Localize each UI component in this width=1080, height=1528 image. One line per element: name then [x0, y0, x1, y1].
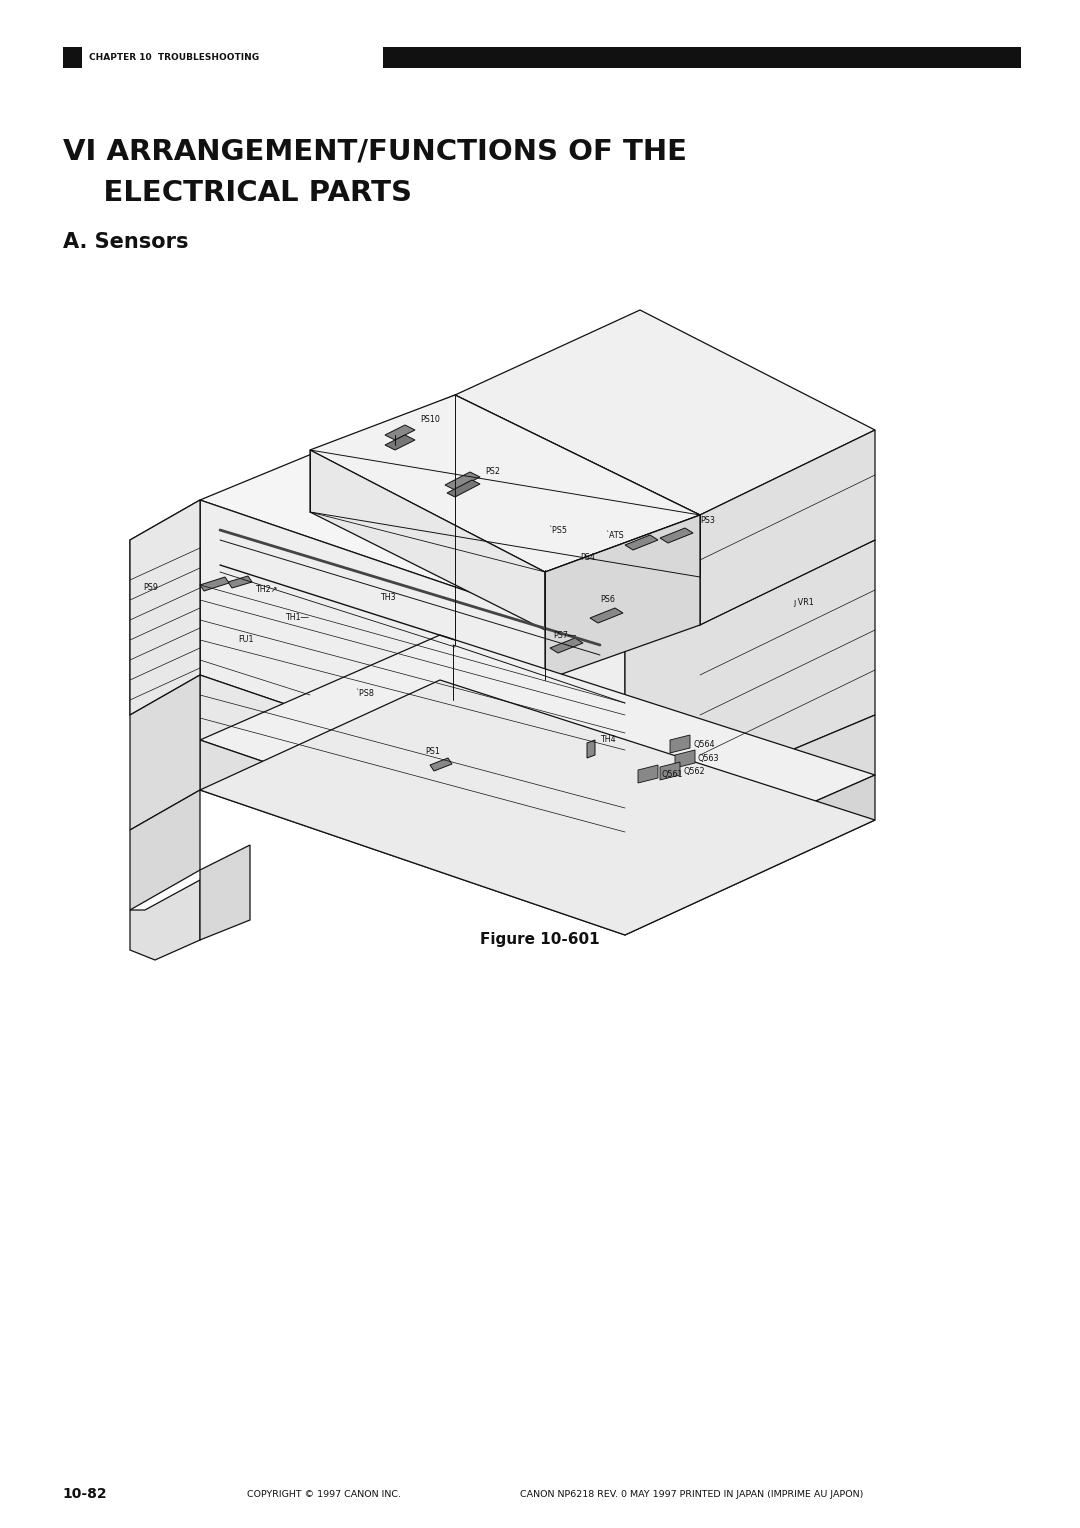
Polygon shape: [200, 845, 249, 940]
Text: Figure 10-601: Figure 10-601: [481, 932, 599, 947]
Polygon shape: [228, 576, 252, 588]
Polygon shape: [200, 500, 625, 821]
Polygon shape: [638, 766, 658, 782]
Text: FU1: FU1: [238, 636, 254, 645]
Polygon shape: [200, 740, 625, 935]
Polygon shape: [625, 539, 875, 821]
Text: Q561: Q561: [661, 770, 683, 778]
Polygon shape: [700, 429, 875, 625]
Polygon shape: [384, 425, 415, 440]
Text: PS6: PS6: [600, 596, 615, 605]
Polygon shape: [550, 639, 583, 652]
Bar: [383, 46, 1021, 67]
Polygon shape: [590, 608, 623, 623]
Polygon shape: [200, 675, 625, 885]
Text: CHAPTER 10  TROUBLESHOOTING: CHAPTER 10 TROUBLESHOOTING: [89, 53, 259, 61]
Polygon shape: [660, 529, 693, 542]
Text: COPYRIGHT © 1997 CANON INC.: COPYRIGHT © 1997 CANON INC.: [247, 1490, 401, 1499]
Polygon shape: [384, 435, 415, 451]
Polygon shape: [588, 740, 595, 758]
Polygon shape: [310, 451, 545, 630]
Polygon shape: [670, 735, 690, 753]
Polygon shape: [625, 715, 875, 885]
Polygon shape: [445, 472, 480, 490]
Polygon shape: [455, 310, 875, 515]
Text: 10-82: 10-82: [63, 1487, 107, 1502]
Polygon shape: [625, 775, 875, 935]
Text: Q564: Q564: [693, 740, 715, 749]
Polygon shape: [130, 500, 200, 715]
Text: PS4: PS4: [580, 553, 595, 562]
Text: TH3: TH3: [380, 593, 395, 602]
Bar: [63, 46, 82, 67]
Polygon shape: [455, 396, 700, 625]
Text: PS10: PS10: [420, 416, 440, 425]
Text: PS1: PS1: [426, 747, 440, 756]
Polygon shape: [430, 758, 453, 772]
Polygon shape: [130, 880, 200, 960]
Text: VI ARRANGEMENT/FUNCTIONS OF THE: VI ARRANGEMENT/FUNCTIONS OF THE: [63, 138, 687, 165]
Polygon shape: [310, 396, 700, 571]
Polygon shape: [200, 636, 875, 885]
Text: Q562: Q562: [683, 767, 704, 776]
Text: TH4: TH4: [600, 735, 616, 744]
Text: CANON NP6218 REV. 0 MAY 1997 PRINTED IN JAPAN (IMPRIME AU JAPON): CANON NP6218 REV. 0 MAY 1997 PRINTED IN …: [519, 1490, 863, 1499]
Text: ȷ VR1: ȷ VR1: [793, 597, 813, 607]
Text: PS2: PS2: [485, 468, 500, 477]
Polygon shape: [130, 500, 200, 715]
Text: `PS8: `PS8: [355, 689, 374, 697]
Polygon shape: [130, 675, 200, 830]
Text: PS3: PS3: [700, 515, 715, 524]
Polygon shape: [625, 535, 658, 550]
Text: `ATS: `ATS: [605, 530, 624, 539]
Polygon shape: [130, 790, 200, 911]
Polygon shape: [200, 578, 229, 591]
Text: PS9: PS9: [143, 584, 158, 593]
Text: TH1―: TH1―: [285, 614, 309, 622]
Polygon shape: [545, 515, 700, 680]
Text: Q563: Q563: [698, 755, 719, 764]
Text: A. Sensors: A. Sensors: [63, 232, 188, 252]
Text: TH2↗: TH2↗: [255, 585, 278, 594]
Polygon shape: [200, 396, 875, 645]
Polygon shape: [675, 750, 696, 769]
Polygon shape: [447, 480, 480, 497]
Text: ELECTRICAL PARTS: ELECTRICAL PARTS: [63, 179, 411, 206]
Text: PS7―: PS7―: [553, 631, 576, 640]
Text: `PS5: `PS5: [548, 526, 567, 535]
Polygon shape: [200, 680, 875, 935]
Polygon shape: [660, 762, 680, 779]
